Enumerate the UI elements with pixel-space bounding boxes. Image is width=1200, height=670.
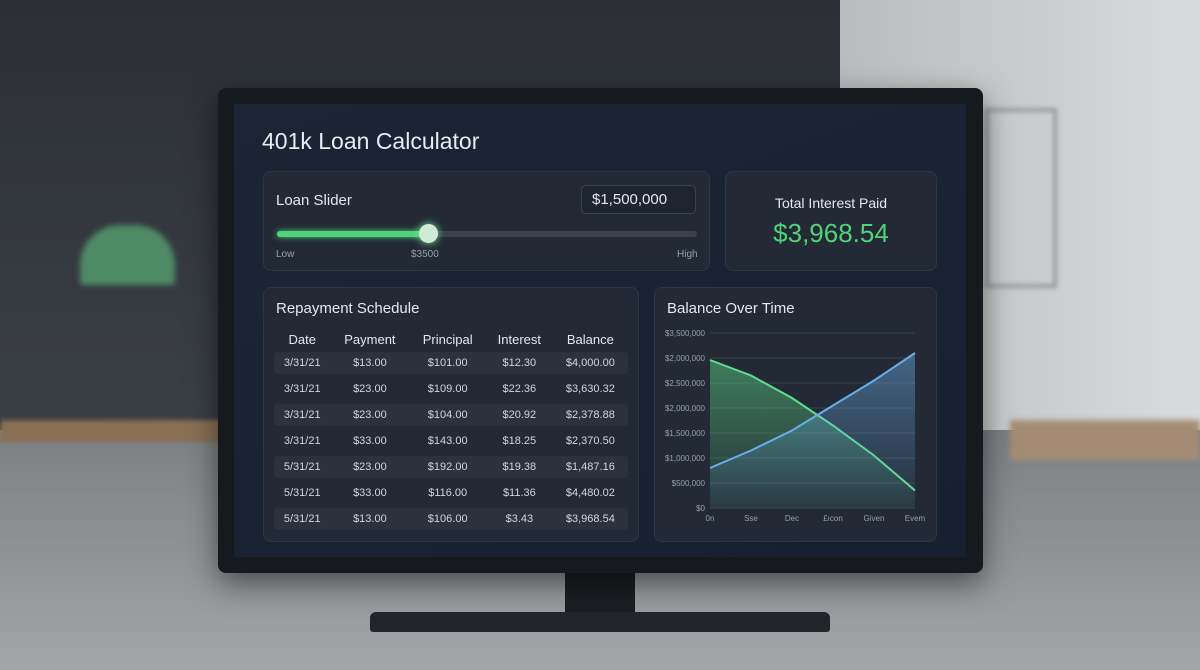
table-cell: $4,000.00	[552, 352, 628, 374]
table-cell: 5/31/21	[274, 508, 331, 530]
x-tick-label: Evem	[905, 514, 926, 523]
column-header: Date	[288, 331, 316, 347]
x-tick-label: Dec	[785, 514, 799, 523]
table-cell: $23.00	[330, 456, 410, 478]
table-cell: $143.00	[427, 435, 468, 447]
table-cell: $23.00	[353, 383, 387, 395]
x-tick-label: 0n	[706, 514, 715, 523]
table-row: 3/31/21 $23.00 $109.00 $22.36 $3,630.32	[274, 378, 628, 400]
slider-thumb[interactable]	[419, 224, 439, 243]
column-header: Balance	[566, 331, 614, 347]
table-cell: $3.43	[486, 508, 553, 530]
loan-slider-panel	[263, 171, 710, 271]
table-row: 5/31/21 $23.00 $192.00 $19.38 $1,487.16	[274, 456, 628, 478]
y-tick-label: $2,500,000	[665, 379, 706, 388]
table-row: 5/31/21 $33.00 $116.00 $11.36 $4,480.02	[274, 482, 628, 504]
table-cell: $23.00	[330, 404, 410, 426]
monitor-base	[370, 612, 830, 632]
y-tick-label: $2,000,000	[665, 354, 706, 363]
table-cell: $101.00	[409, 352, 487, 374]
table-cell: $4,480.02	[565, 487, 615, 499]
balance-chart: $3,500,000 $2,000,000 $2,500,000 $2,000,000…	[665, 329, 926, 523]
table-row: 3/31/21 $13.00 $101.00 $12.30 $4,000.00	[274, 352, 628, 374]
slider-max-label: High	[677, 249, 698, 260]
table-cell: $11.36	[502, 487, 536, 499]
series-line	[709, 352, 916, 469]
slider-value-label: $3500	[411, 249, 439, 260]
table-cell: $33.00	[353, 435, 387, 447]
table-cell: $18.25	[502, 435, 537, 447]
total-interest-value: $3,968.54	[773, 218, 889, 248]
table-cell: $12.30	[486, 352, 553, 374]
table-row: 3/31/21 $23.00 $104.00 $20.92 $2,378.88	[274, 404, 628, 426]
background-frame	[985, 108, 1057, 288]
table-cell: 3/31/21	[274, 404, 331, 426]
y-tick-label: $1,000,000	[665, 454, 706, 463]
table-cell: $106.00	[409, 508, 487, 530]
table-cell: $192.00	[409, 456, 487, 478]
background-desk	[1010, 420, 1200, 460]
y-tick-label: $1,500,000	[665, 429, 706, 438]
y-tick-label: $500,000	[672, 479, 706, 488]
table-cell: $2,378.88	[552, 404, 628, 426]
slider-fill	[277, 231, 429, 237]
table-cell: $33.00	[353, 487, 387, 499]
table-cell: 3/31/21	[283, 383, 321, 395]
slider-min-label: Low	[276, 249, 295, 260]
y-tick-label: $0	[696, 504, 705, 513]
column-header: Principal	[422, 331, 473, 347]
schedule-table: Date Payment Principal Interest Balance 3/31/…	[274, 326, 628, 534]
y-tick-label: $3,500,000	[665, 329, 706, 338]
table-cell: $109.00	[427, 383, 468, 395]
slider-track[interactable]	[277, 231, 697, 237]
x-tick-label: Given	[864, 514, 885, 523]
loan-amount-input[interactable]: $1,500,000	[581, 185, 696, 214]
column-header: Payment	[344, 331, 396, 347]
table-cell: 3/31/21	[274, 352, 331, 374]
table-cell: $22.36	[502, 383, 537, 395]
slider-label: Loan Slider	[276, 192, 352, 209]
background-lamp	[80, 225, 175, 285]
x-tick-label: Sse	[744, 514, 758, 523]
table-cell: $13.00	[330, 508, 410, 530]
background-desk	[0, 420, 230, 442]
column-header: Interest	[497, 331, 542, 347]
total-interest-label: Total Interest Paid	[774, 195, 888, 211]
series-area	[710, 353, 915, 508]
chart-title: Balance Over Time	[667, 300, 795, 317]
schedule-title: Repayment Schedule	[276, 300, 420, 317]
monitor-stand	[565, 573, 635, 618]
table-cell: $104.00	[409, 404, 487, 426]
table-row: 3/31/21 $33.00 $143.00 $18.25 $2,370.50	[274, 430, 628, 452]
table-cell: 5/31/21	[274, 456, 331, 478]
table-cell: 5/31/21	[283, 487, 321, 499]
table-cell: $3,968.54	[552, 508, 628, 530]
total-interest-panel	[725, 171, 937, 271]
table-cell: $19.38	[486, 456, 553, 478]
table-cell: $116.00	[428, 487, 468, 499]
table-cell: $2,370.50	[565, 435, 615, 447]
table-cell: $1,487.16	[552, 456, 628, 478]
table-cell: $3,630.32	[565, 383, 615, 395]
y-tick-label: $2,000,000	[665, 404, 706, 413]
table-cell: $13.00	[330, 352, 410, 374]
table-cell: 3/31/21	[283, 435, 321, 447]
page-title: 401k Loan Calculator	[262, 128, 480, 154]
x-tick-label: £ıcon	[823, 514, 843, 523]
table-cell: $20.92	[486, 404, 553, 426]
table-row: 5/31/21 $13.00 $106.00 $3.43 $3,968.54	[274, 508, 628, 530]
